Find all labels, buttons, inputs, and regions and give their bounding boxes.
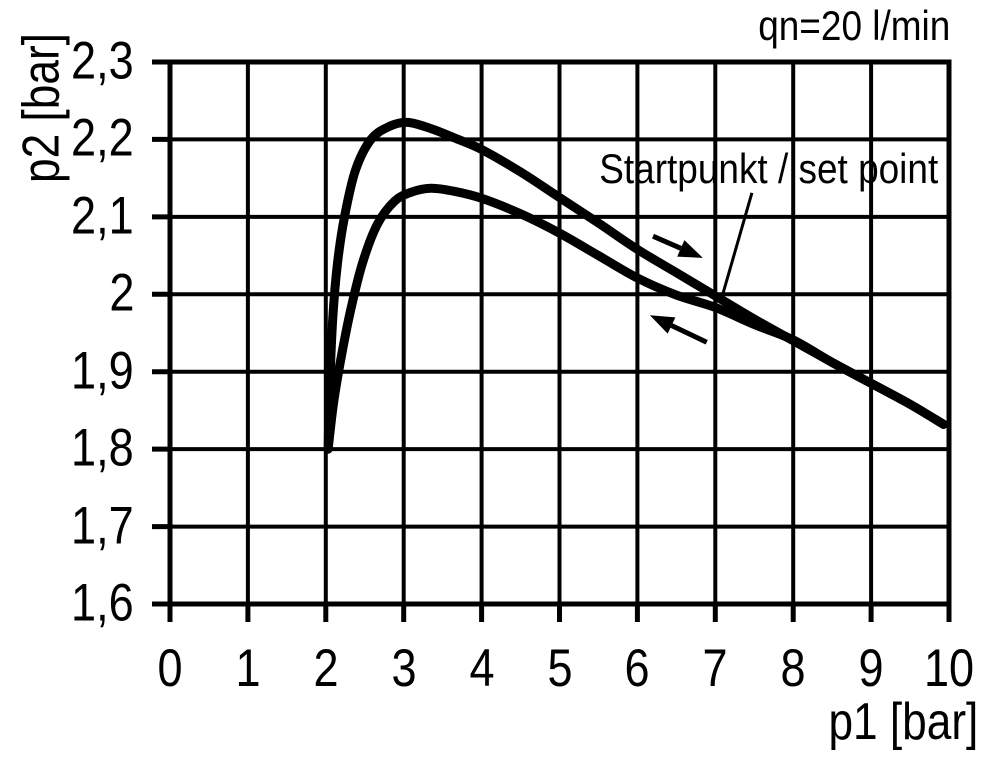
flow-rate-annotation: qn=20 l/min (757, 2, 950, 49)
setpoint-leader-line (720, 192, 754, 297)
setpoint-annotation: Startpunkt / set point (599, 145, 938, 192)
direction-arrow-right-icon (677, 240, 703, 258)
y-axis-label: p2 [bar] (12, 33, 71, 183)
direction-arrow-left-shaft (670, 323, 708, 345)
direction-arrow-right-shaft (651, 233, 682, 251)
curve-return (323, 183, 949, 454)
x-axis-label: p1 [bar] (828, 693, 978, 751)
plot-border (167, 59, 952, 607)
direction-arrow-left-icon (649, 315, 676, 334)
